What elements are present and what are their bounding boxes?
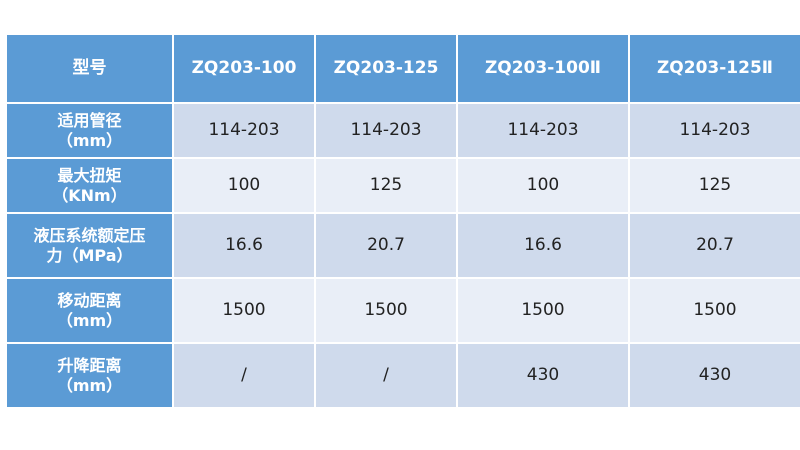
table-cell: 1500 [458, 279, 628, 342]
row-label-unit: （mm） [56, 375, 123, 395]
table-cell: 114-203 [174, 104, 314, 157]
table-cell: / [316, 344, 456, 407]
row-label-unit: （mm） [56, 130, 123, 150]
table-cell: 16.6 [458, 214, 628, 277]
header-model-label: 型号 [7, 35, 172, 102]
table-cell: 20.7 [316, 214, 456, 277]
row-label-lift-distance: 升降距离 （mm） [7, 344, 172, 407]
table-cell: 1500 [316, 279, 456, 342]
header-row: 型号 ZQ203-100 ZQ203-125 ZQ203-100Ⅱ ZQ203-… [7, 35, 800, 102]
row-label-line: 适用管径 [57, 110, 122, 130]
table-cell: / [174, 344, 314, 407]
row-label-unit: 力（MPa） [46, 245, 133, 265]
table-row: 移动距离 （mm） 1500 1500 1500 1500 [7, 279, 800, 342]
table-cell: 114-203 [630, 104, 800, 157]
table-cell: 114-203 [458, 104, 628, 157]
row-label-unit: （KNm） [52, 185, 127, 205]
table-cell: 125 [630, 159, 800, 212]
spec-table: 型号 ZQ203-100 ZQ203-125 ZQ203-100Ⅱ ZQ203-… [5, 33, 800, 409]
row-label-hydraulic-pressure: 液压系统额定压 力（MPa） [7, 214, 172, 277]
table-cell: 430 [630, 344, 800, 407]
row-label-line: 移动距离 [57, 290, 122, 310]
row-label-pipe-diameter: 适用管径 （mm） [7, 104, 172, 157]
header-zq203-100-ii: ZQ203-100Ⅱ [458, 35, 628, 102]
table-row: 升降距离 （mm） / / 430 430 [7, 344, 800, 407]
table-row: 适用管径 （mm） 114-203 114-203 114-203 114-20… [7, 104, 800, 157]
row-label-unit: （mm） [56, 310, 123, 330]
header-zq203-125-ii: ZQ203-125Ⅱ [630, 35, 800, 102]
table-cell: 16.6 [174, 214, 314, 277]
row-label-line: 最大扭矩 [57, 165, 122, 185]
table-cell: 430 [458, 344, 628, 407]
row-label-travel-distance: 移动距离 （mm） [7, 279, 172, 342]
header-zq203-100: ZQ203-100 [174, 35, 314, 102]
table-cell: 125 [316, 159, 456, 212]
table-cell: 114-203 [316, 104, 456, 157]
table-cell: 1500 [630, 279, 800, 342]
table-cell: 100 [458, 159, 628, 212]
table-cell: 20.7 [630, 214, 800, 277]
header-zq203-125: ZQ203-125 [316, 35, 456, 102]
row-label-line: 液压系统额定压 [33, 225, 146, 245]
table-cell: 1500 [174, 279, 314, 342]
table-row: 液压系统额定压 力（MPa） 16.6 20.7 16.6 20.7 [7, 214, 800, 277]
table-cell: 100 [174, 159, 314, 212]
row-label-max-torque: 最大扭矩 （KNm） [7, 159, 172, 212]
table-row: 最大扭矩 （KNm） 100 125 100 125 [7, 159, 800, 212]
row-label-line: 升降距离 [57, 355, 122, 375]
